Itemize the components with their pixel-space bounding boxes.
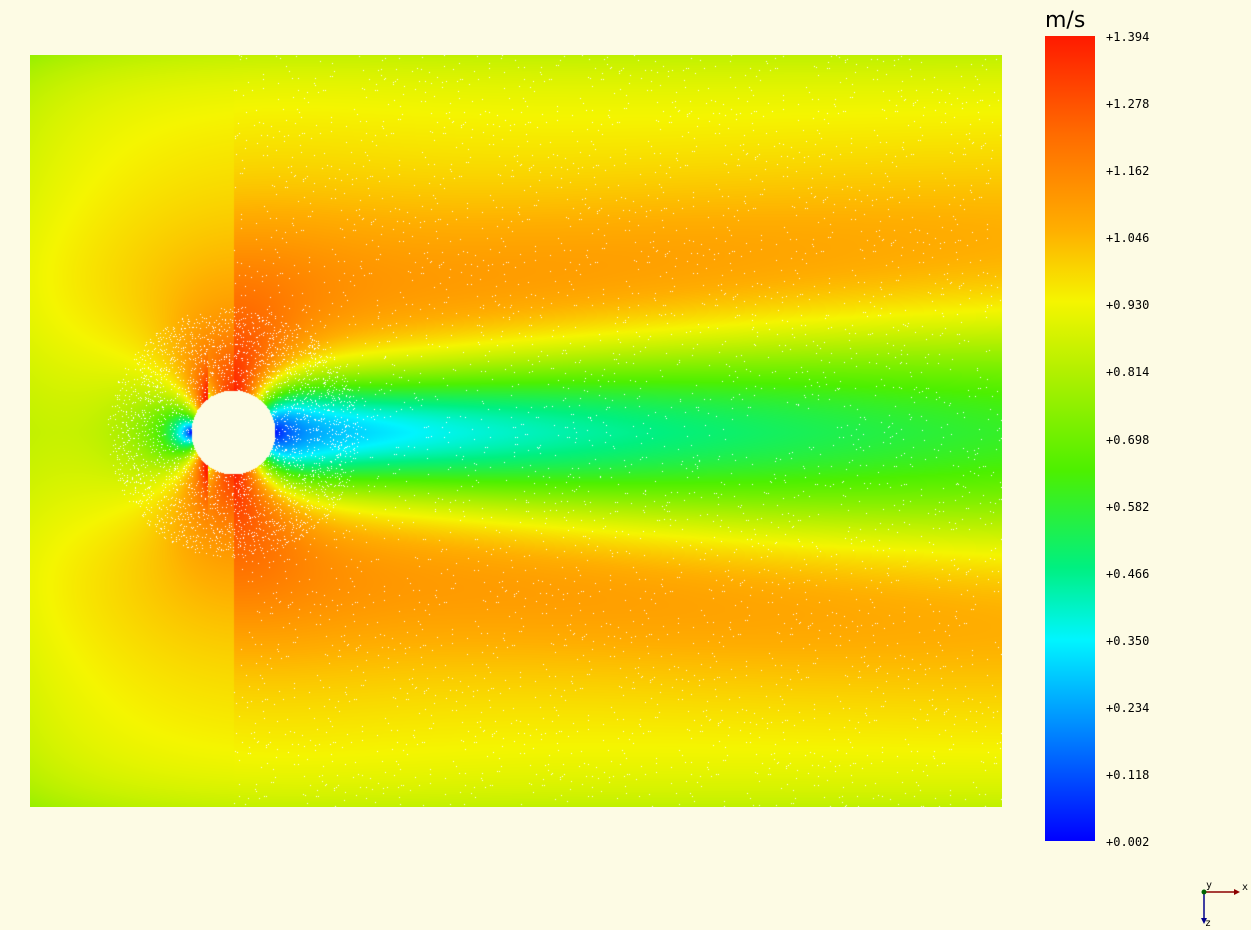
colorbar-tick-label: +0.350 xyxy=(1106,633,1150,648)
colorbar-unit-label: m/s xyxy=(1045,8,1086,33)
colorbar-tick-label: +1.162 xyxy=(1106,164,1150,179)
velocity-field-plot[interactable] xyxy=(30,55,1002,807)
axis-triad: x z y xyxy=(1190,876,1250,929)
colorbar-tick-label: +1.278 xyxy=(1106,97,1150,112)
colorbar-tick-label: +0.002 xyxy=(1106,835,1150,849)
colorbar-tick-label: +1.046 xyxy=(1106,231,1150,246)
z-axis-label: z xyxy=(1205,918,1211,929)
z-axis-arrow xyxy=(1201,918,1207,924)
colorbar xyxy=(1045,36,1095,841)
x-axis-arrow xyxy=(1234,889,1240,895)
colorbar-tick-label: +1.394 xyxy=(1106,30,1150,44)
colorbar-tick-label: +0.930 xyxy=(1106,298,1150,313)
colorbar-tick-label: +0.118 xyxy=(1106,767,1150,782)
y-axis-marker xyxy=(1201,889,1207,895)
colorbar-tick-label: +0.698 xyxy=(1106,432,1150,447)
colorbar-tick-label: +0.466 xyxy=(1106,566,1150,581)
colorbar-tick-label: +0.234 xyxy=(1106,700,1150,715)
colorbar-tick-label: +0.814 xyxy=(1106,365,1150,380)
x-axis-label: x xyxy=(1242,882,1248,893)
y-axis-label: y xyxy=(1206,880,1212,891)
colorbar-tick-label: +0.582 xyxy=(1106,499,1150,514)
